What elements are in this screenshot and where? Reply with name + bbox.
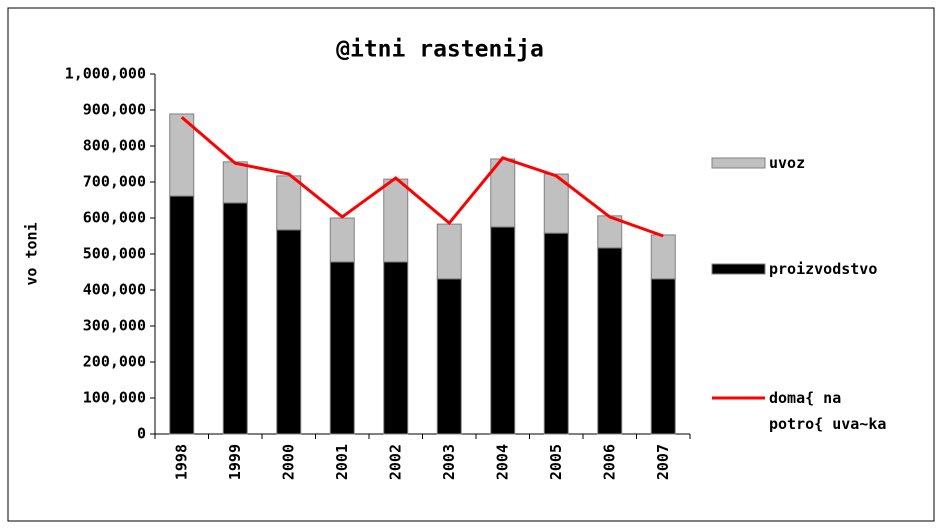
bar-segment [597,247,623,435]
legend-label: doma{ na potro{ uva~ka [769,389,887,433]
chart-border [7,7,935,522]
y-tick-label: 0 [137,425,146,443]
bar-segment [650,278,676,435]
y-tick-label: 500,000 [83,245,146,263]
bar-segment [383,261,409,435]
legend-label: uvoz [769,154,806,172]
x-tick-label: 1998 [172,444,190,480]
bar-segment [222,161,248,204]
x-tick-label: 2005 [547,444,565,480]
bar-segment [329,261,355,435]
y-tick-label: 700,000 [83,173,146,191]
y-tick-label: 1,000,000 [65,65,146,83]
x-tick-label: 2006 [600,444,618,480]
y-axis-label: vo toni [23,222,41,285]
y-tick-label: 600,000 [83,209,146,227]
x-tick-label: 2002 [386,444,404,480]
bar-segment [490,226,516,435]
bar-segment [543,232,569,435]
bar-segment [222,202,248,435]
y-tick-label: 300,000 [83,317,146,335]
x-tick-label: 2007 [654,444,672,480]
bar-segment [276,229,302,435]
bar-segment [383,178,409,263]
chart-title: @itni rastenija [336,37,544,63]
x-tick-label: 2003 [440,444,458,480]
bar-segment [276,175,302,231]
legend-swatch [711,263,766,275]
legend-label: proizvodstvo [769,260,878,278]
y-tick-label: 900,000 [83,101,146,119]
y-tick-label: 200,000 [83,353,146,371]
y-tick-label: 800,000 [83,137,146,155]
y-tick-label: 400,000 [83,281,146,299]
y-tick-label: 100,000 [83,389,146,407]
bar-segment [169,195,195,435]
x-tick-label: 2001 [333,444,351,480]
legend-swatch [711,157,766,169]
bar-segment [169,113,195,197]
x-tick-label: 2000 [279,444,297,480]
bar-segment [436,278,462,435]
bar-segment [650,234,676,280]
bar-segment [490,158,516,228]
bar-segment [329,217,355,263]
bar-segment [436,223,462,280]
x-tick-label: 2004 [493,444,511,480]
x-tick-label: 1999 [226,444,244,480]
bar-segment [543,173,569,234]
line-series [180,116,664,238]
